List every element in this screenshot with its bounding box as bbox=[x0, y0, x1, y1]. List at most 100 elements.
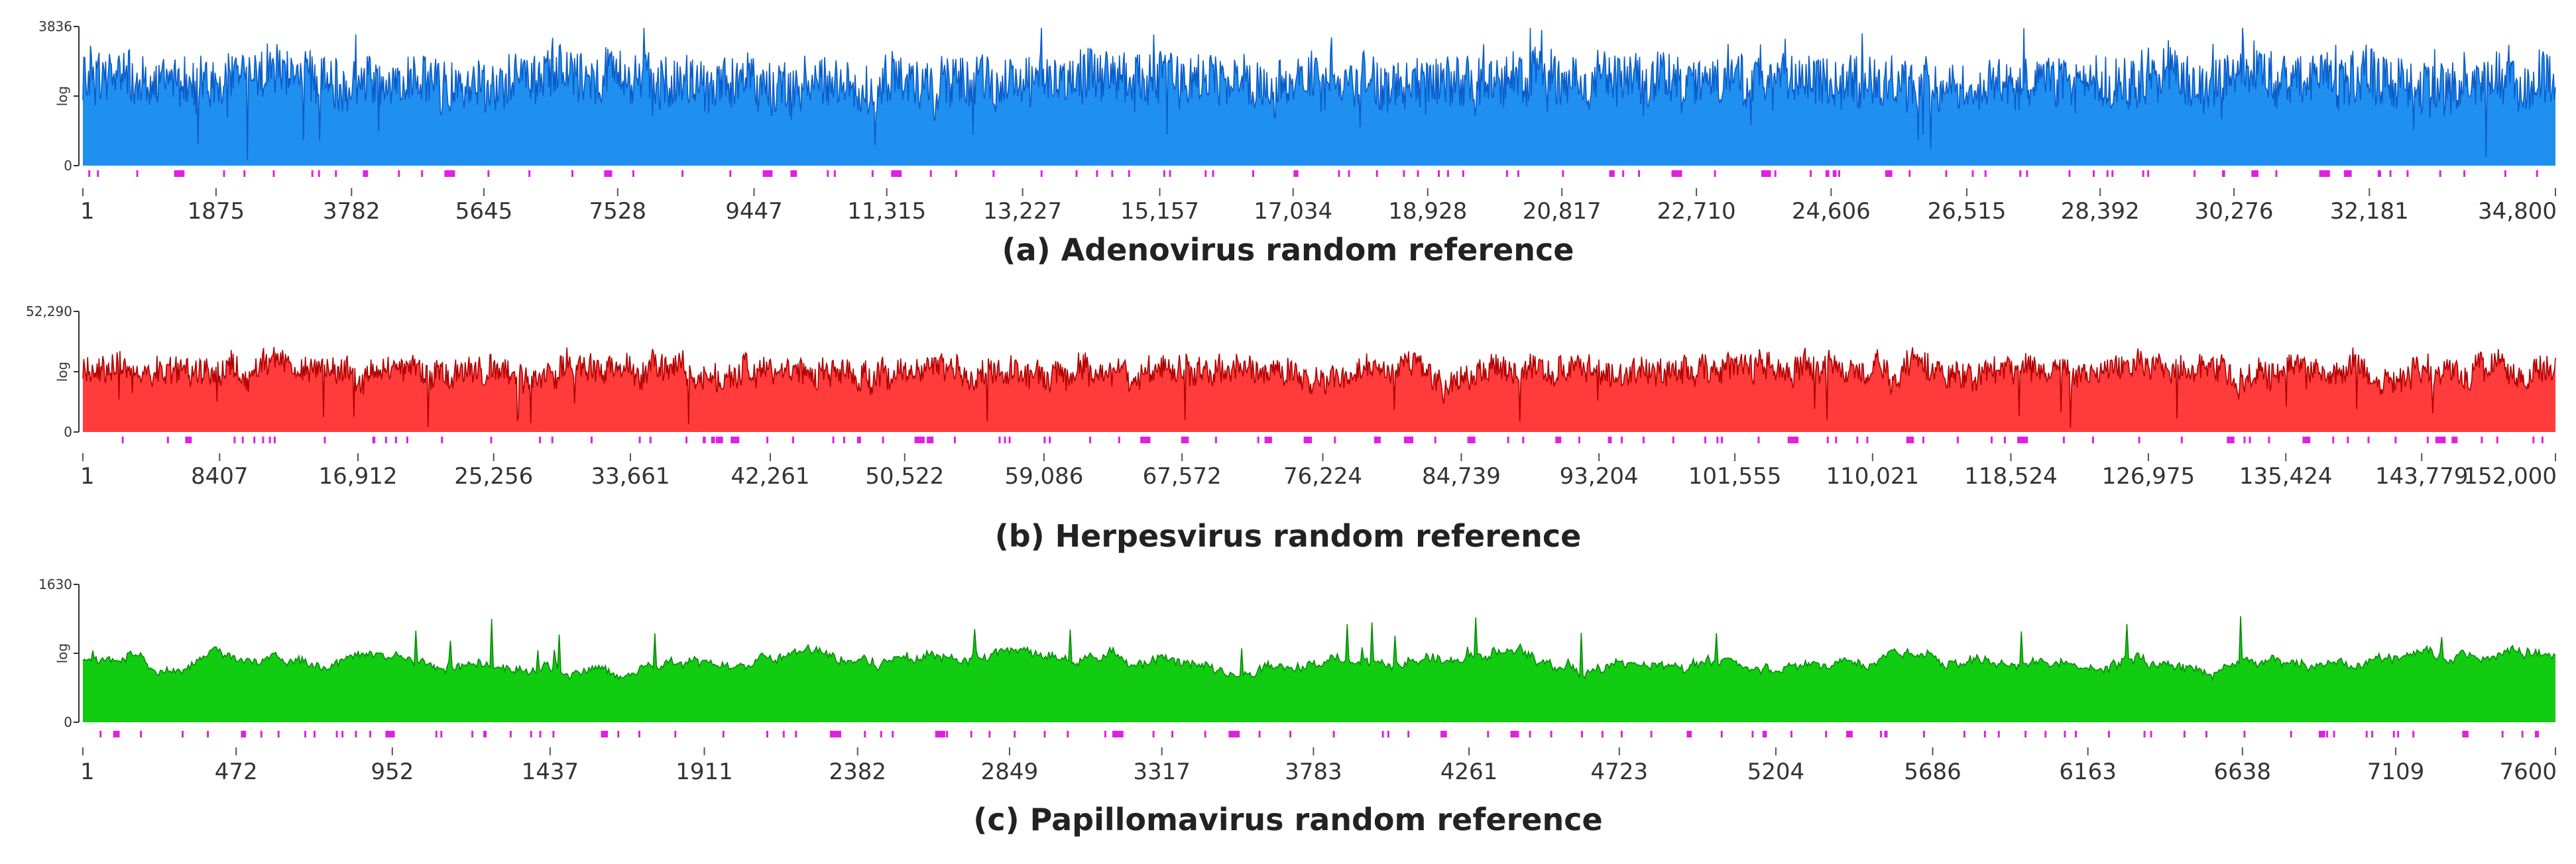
feature-marker bbox=[843, 437, 845, 443]
feature-marker bbox=[892, 731, 894, 737]
feature-marker bbox=[1040, 170, 1043, 177]
feature-marker bbox=[1971, 170, 1974, 177]
feature-marker bbox=[1601, 731, 1604, 737]
feature-marker bbox=[1846, 731, 1853, 737]
coverage-line bbox=[82, 28, 2556, 160]
feature-marker bbox=[1381, 731, 1384, 737]
feature-marker bbox=[2205, 731, 2207, 737]
feature-marker bbox=[891, 170, 902, 177]
feature-marker bbox=[929, 170, 932, 177]
feature-marker bbox=[2004, 437, 2006, 443]
y-axis-label: log bbox=[54, 643, 70, 664]
feature-marker bbox=[335, 731, 338, 737]
feature-marker bbox=[766, 437, 769, 443]
feature-marker bbox=[766, 731, 768, 737]
feature-marker bbox=[617, 731, 620, 737]
x-axis: 1 8407 16,912 25,256 33,661 42,261 50,522 59,08… bbox=[80, 453, 2557, 490]
feature-marker bbox=[722, 731, 725, 737]
feature-marker bbox=[1376, 170, 1378, 177]
feature-marker bbox=[1774, 170, 1777, 177]
feature-marker bbox=[1578, 437, 1580, 443]
x-tick-label: 952 bbox=[371, 759, 414, 785]
x-tick-label: 32,181 bbox=[2330, 198, 2409, 225]
x-tick-label: 1437 bbox=[522, 759, 579, 785]
x-tick-label: 6163 bbox=[2059, 759, 2117, 785]
x-tick-label: 25,256 bbox=[454, 463, 533, 490]
feature-marker bbox=[182, 731, 184, 737]
feature-marker bbox=[953, 437, 956, 443]
feature-marker bbox=[731, 437, 740, 443]
feature-marker bbox=[2068, 170, 2071, 177]
feature-marker bbox=[384, 437, 387, 443]
feature-marker bbox=[1991, 437, 1993, 443]
feature-marker bbox=[243, 170, 246, 177]
feature-marker bbox=[1089, 437, 1092, 443]
feature-marker bbox=[1049, 437, 1051, 443]
feature-marker bbox=[1762, 731, 1767, 737]
feature-marker bbox=[2532, 437, 2535, 443]
x-tick-label: 84,739 bbox=[1422, 463, 1501, 490]
feature-marker bbox=[1984, 170, 1987, 177]
feature-marker bbox=[1332, 731, 1335, 737]
x-tick-label: 135,424 bbox=[2239, 463, 2333, 490]
x-tick-label: 4723 bbox=[1591, 759, 1649, 785]
feature-marker bbox=[1562, 170, 1564, 177]
feature-marker bbox=[323, 437, 326, 443]
feature-marker bbox=[1438, 170, 1440, 177]
chart-panel-papillomavirus: 1630 0 log 1 472 952 1437 1911 2382 2849 3317 3783 4… bbox=[0, 570, 2576, 864]
feature-marker bbox=[372, 437, 376, 443]
feature-marker bbox=[2535, 731, 2540, 737]
feature-marker bbox=[2062, 437, 2065, 443]
feature-marker bbox=[2222, 170, 2225, 177]
feature-marker bbox=[2275, 170, 2278, 177]
feature-marker bbox=[1407, 731, 1410, 737]
feature-marker bbox=[1440, 731, 1447, 737]
feature-marker bbox=[166, 437, 169, 443]
x-tick-label: 18,928 bbox=[1388, 198, 1467, 225]
feature-marker bbox=[2194, 170, 2196, 177]
feature-marker bbox=[2536, 170, 2538, 177]
feature-marker bbox=[762, 170, 773, 177]
feature-marker bbox=[483, 731, 487, 737]
x-tick-label: 3317 bbox=[1133, 759, 1191, 785]
feature-marker bbox=[1067, 731, 1069, 737]
y-axis-label: log bbox=[54, 86, 70, 107]
feature-marker bbox=[1672, 437, 1674, 443]
feature-marker bbox=[2521, 731, 2524, 737]
feature-marker bbox=[1204, 731, 1206, 737]
feature-marker bbox=[1334, 437, 1336, 443]
feature-marker bbox=[638, 731, 640, 737]
chart-caption-papillomavirus: (c) Papillomavirus random reference bbox=[973, 802, 1603, 837]
feature-marker bbox=[318, 170, 320, 177]
x-tick-label: 7600 bbox=[2499, 759, 2557, 785]
feature-marker bbox=[992, 170, 995, 177]
feature-marker bbox=[1832, 170, 1837, 177]
feature-marker bbox=[1446, 170, 1449, 177]
feature-marker bbox=[1128, 170, 1130, 177]
feature-marker bbox=[946, 731, 949, 737]
feature-marker bbox=[2290, 731, 2292, 737]
feature-marker bbox=[1522, 437, 1525, 443]
feature-marker bbox=[185, 437, 192, 443]
feature-marker bbox=[1825, 170, 1830, 177]
feature-marker bbox=[1008, 437, 1011, 443]
coverage-chart-adenovirus: 3836 0 log 1 1875 3782 5645 7528 9447 11,315 13,22… bbox=[38, 19, 2557, 225]
feature-marker bbox=[2093, 170, 2095, 177]
y-max-label: 3836 bbox=[38, 19, 72, 34]
x-tick-label: 76,224 bbox=[1283, 463, 1362, 490]
feature-marker bbox=[2251, 170, 2258, 177]
feature-marker bbox=[1880, 731, 1883, 737]
feature-marker bbox=[1983, 731, 1986, 737]
feature-marker bbox=[2392, 731, 2395, 737]
feature-marker bbox=[273, 437, 276, 443]
feature-marker bbox=[113, 731, 120, 737]
feature-marker bbox=[681, 170, 684, 177]
x-tick-label: 118,524 bbox=[1964, 463, 2058, 490]
feature-marker bbox=[1517, 731, 1519, 737]
feature-marker bbox=[2138, 437, 2140, 443]
feature-marker bbox=[253, 437, 256, 443]
x-tick-label: 7528 bbox=[589, 198, 647, 225]
feature-marker bbox=[223, 170, 225, 177]
feature-marker bbox=[440, 731, 443, 737]
feature-marker bbox=[685, 437, 688, 443]
